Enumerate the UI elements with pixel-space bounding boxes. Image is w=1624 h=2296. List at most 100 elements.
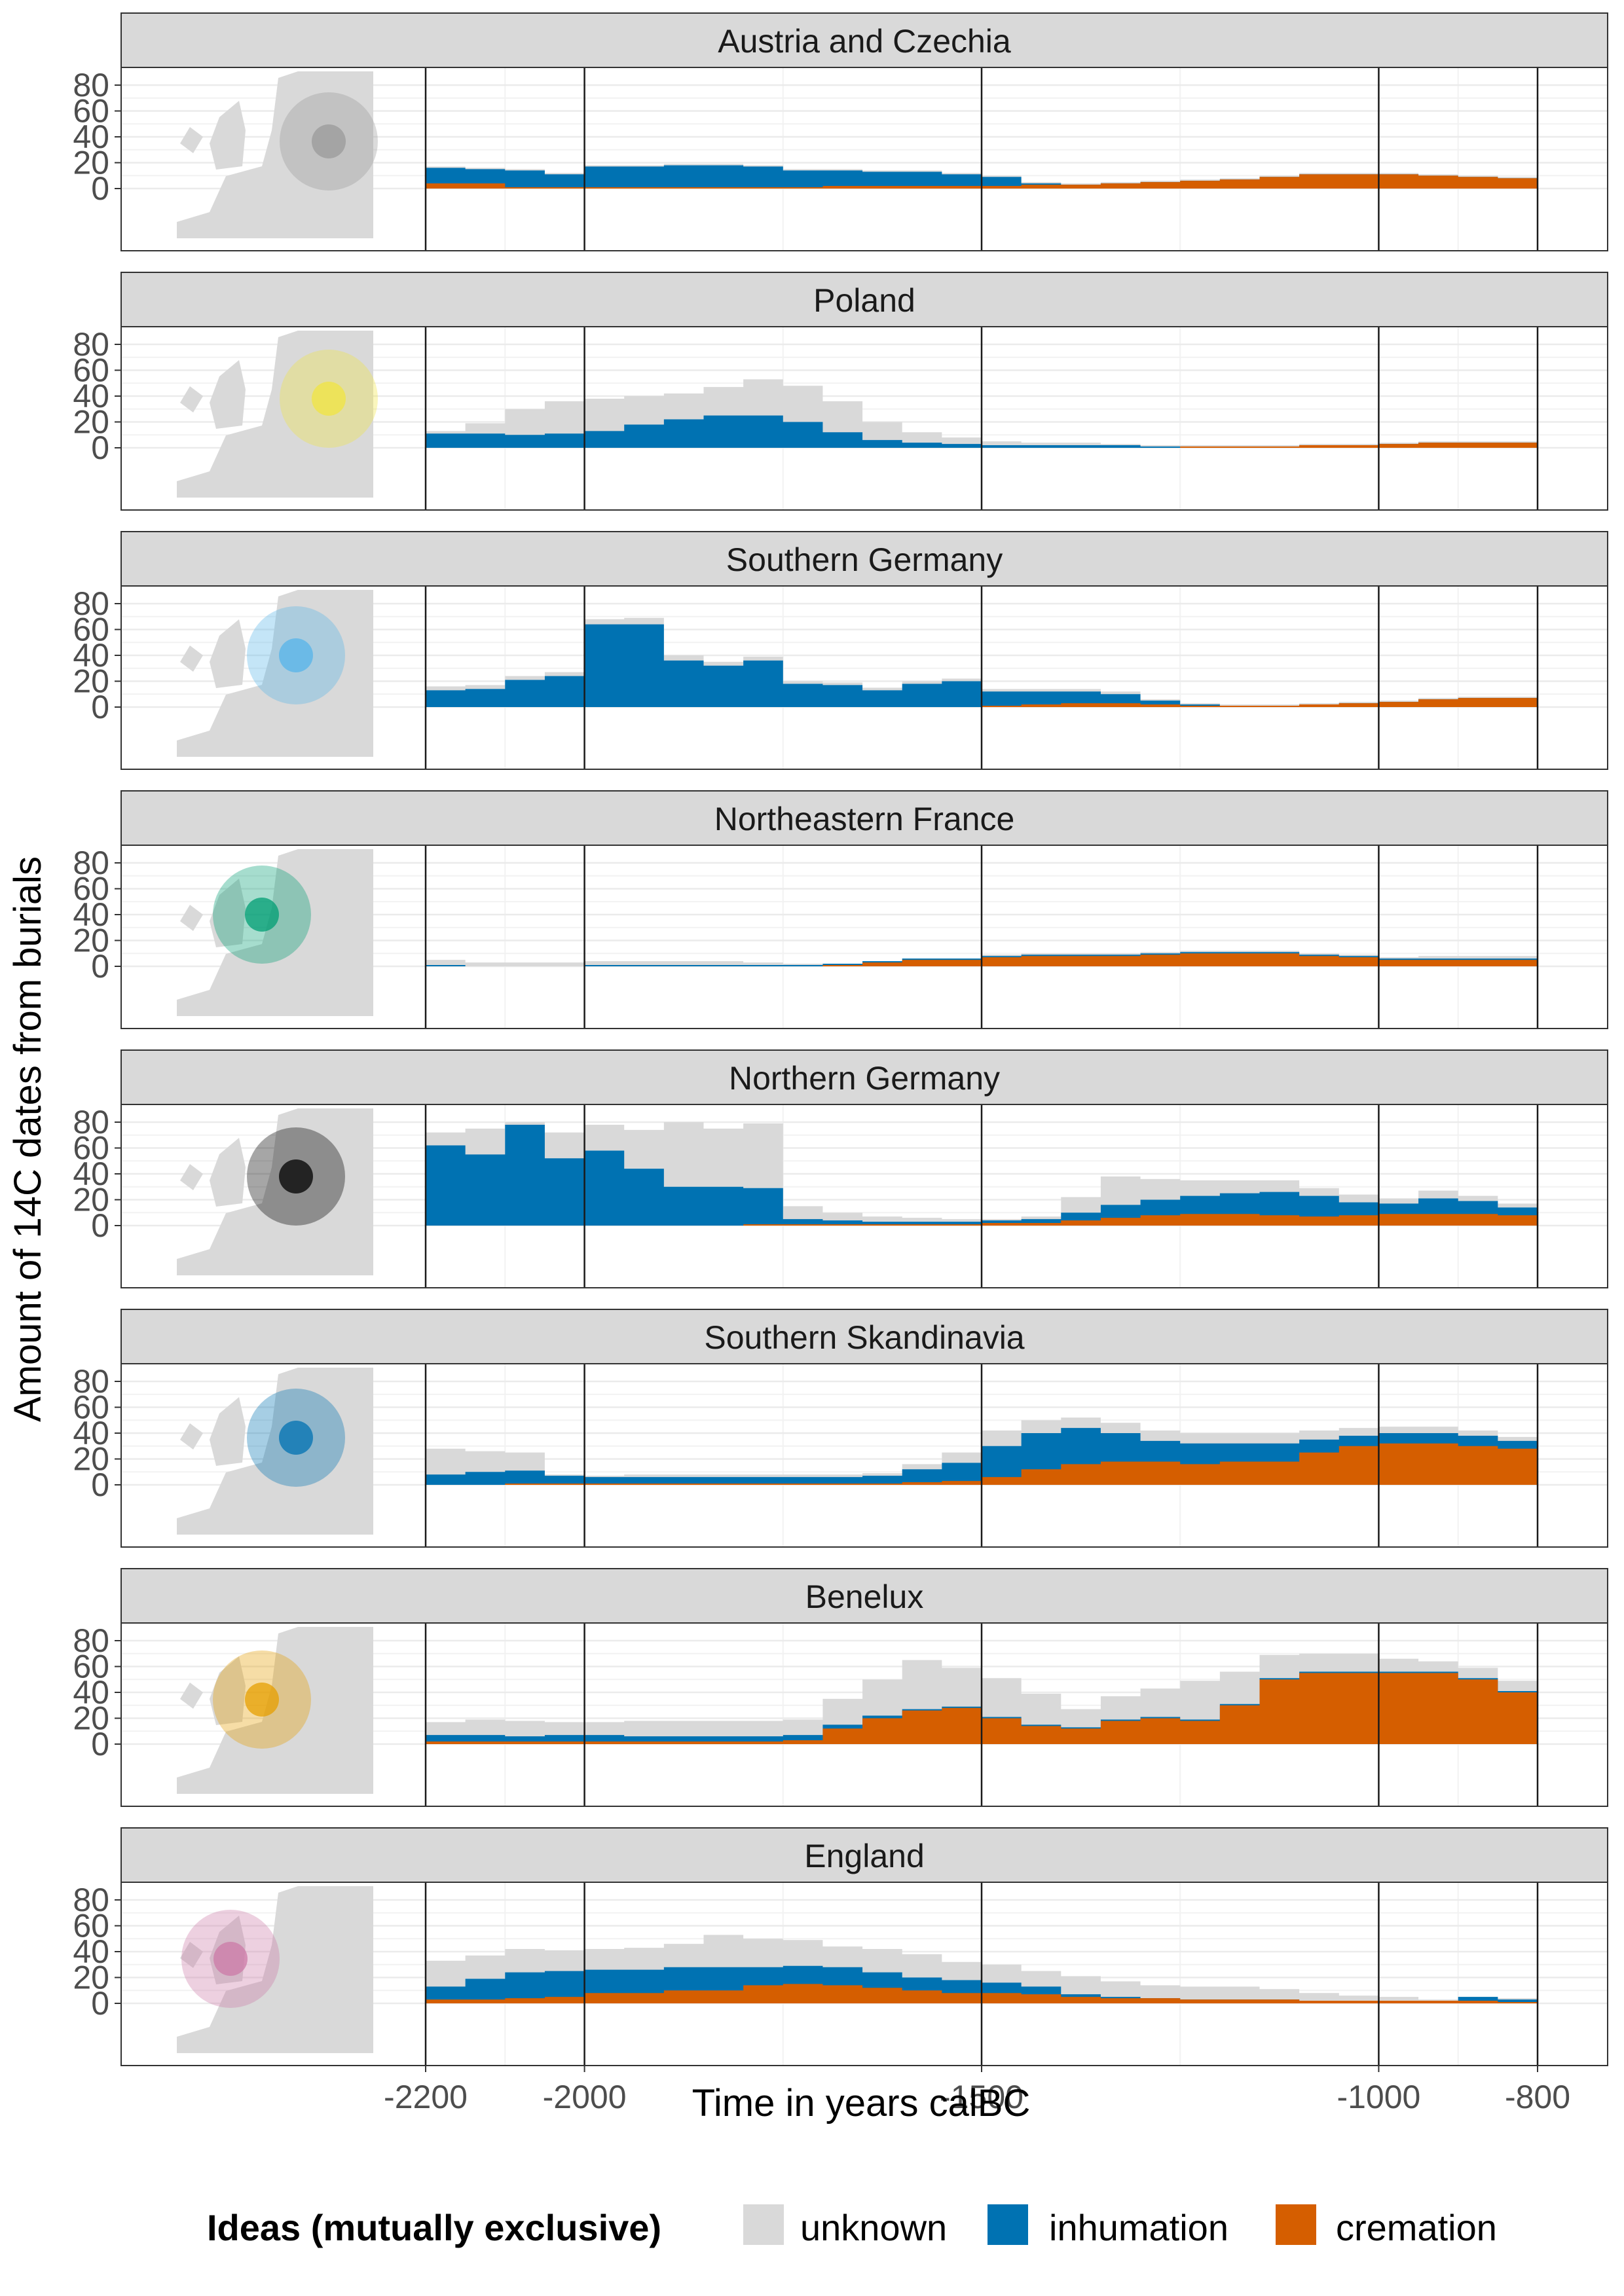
y-tick-label: 80 [73,67,109,103]
y-tick-label: 0 [91,1726,109,1762]
region-marker [279,1159,313,1194]
landmass [177,849,373,1016]
landmass [180,127,203,153]
facet-title: Southern Germany [726,541,1003,578]
legend-label-cremation: cremation [1336,2207,1497,2248]
legend-label-inhumation: inhumation [1049,2207,1228,2248]
y-tick-label: 20 [73,663,109,700]
region-map [177,849,373,1016]
y-tick-label: 40 [73,1674,109,1711]
legend: Ideas (mutually exclusive) unknown inhum… [207,2204,1497,2248]
y-tick-label: 0 [91,429,109,466]
region-map [177,1108,373,1275]
y-tick-label: 40 [73,1156,109,1192]
y-tick-label: 80 [73,326,109,363]
facet-strip [120,272,1608,327]
legend-key-cremation [1276,2204,1316,2245]
facet-strip [120,1049,1608,1105]
y-tick-label: 60 [73,871,109,907]
landmass [177,1886,373,2053]
y-tick-label: 40 [73,896,109,933]
region-marker [312,124,346,158]
panel-border [120,326,1608,511]
facet-title: Northeastern France [714,801,1015,837]
region-map [177,1886,373,2053]
facet-strip [120,531,1608,587]
landmass [210,360,246,429]
panel-border [120,67,1608,251]
landmass [180,905,203,931]
facet-panels: Austria and Czechia020406080Poland020406… [73,12,1608,2066]
y-tick-label: 0 [91,1985,109,2022]
landmass [210,619,246,688]
landmass [210,1397,246,1466]
panel-border [120,845,1608,1029]
facet-title: Northern Germany [729,1060,1000,1097]
legend-key-inhumation [987,2204,1028,2245]
x-tick-label: -800 [1505,2079,1570,2115]
landmass [210,101,246,170]
legend-title: Ideas (mutually exclusive) [207,2207,661,2248]
panel-border [120,1363,1608,1548]
y-tick-label: 40 [73,1933,109,1970]
region-marker [245,1683,279,1717]
panel-border [120,585,1608,770]
legend-key-unknown [743,2204,784,2245]
landmass [180,646,203,672]
y-tick-label: 20 [73,922,109,959]
region-marker [245,898,279,932]
facet-title: Austria and Czechia [718,23,1011,60]
area-cremation [426,174,1538,189]
y-tick-label: 0 [91,689,109,725]
legend-label-unknown: unknown [800,2207,947,2248]
y-tick-label: 40 [73,1415,109,1451]
region-marker [213,1942,248,1976]
panel-border [120,1622,1608,1807]
region-map [177,1368,373,1535]
landmass [177,331,373,498]
y-tick-label: 0 [91,1467,109,1503]
x-axis-ticks: -2200 -2000 -1500 -1000 -800 [384,2066,1570,2115]
region-marker [279,638,313,672]
x-tick-label: -1500 [940,2079,1024,2115]
x-tick-label: -2200 [384,2079,468,2115]
facet-strip [120,12,1608,68]
landmass [180,1423,203,1449]
facet-title: Benelux [805,1578,924,1615]
y-tick-label: 60 [73,1389,109,1426]
y-tick-label: 0 [91,1207,109,1244]
x-tick-label: -1000 [1337,2079,1420,2115]
facet-strip [120,1309,1608,1364]
landmass [180,1942,203,1968]
landmass [180,1683,203,1709]
y-tick-label: 20 [73,1700,109,1737]
landmass [210,1138,246,1207]
region-map [177,1627,373,1794]
facet-title: Southern Skandinavia [704,1319,1024,1356]
area-cremation [426,698,1538,707]
landmass [177,1368,373,1535]
y-tick-label: 60 [73,93,109,130]
landmass [177,590,373,757]
y-axis-title: Amount of 14C dates from burials [7,856,49,1422]
region-map [177,71,378,238]
facet-strip [120,1568,1608,1624]
landmass [210,1656,246,1725]
y-tick-label: 20 [73,404,109,441]
y-tick-label: 0 [91,170,109,207]
facet-strip [120,790,1608,846]
y-tick-label: 80 [73,1104,109,1140]
y-tick-label: 60 [73,1908,109,1944]
region-marker [312,382,346,416]
y-tick-label: 80 [73,1882,109,1918]
landmass [177,1108,373,1275]
y-tick-label: 20 [73,1441,109,1478]
y-tick-label: 60 [73,352,109,389]
landmass [210,879,246,947]
y-tick-label: 20 [73,1182,109,1218]
